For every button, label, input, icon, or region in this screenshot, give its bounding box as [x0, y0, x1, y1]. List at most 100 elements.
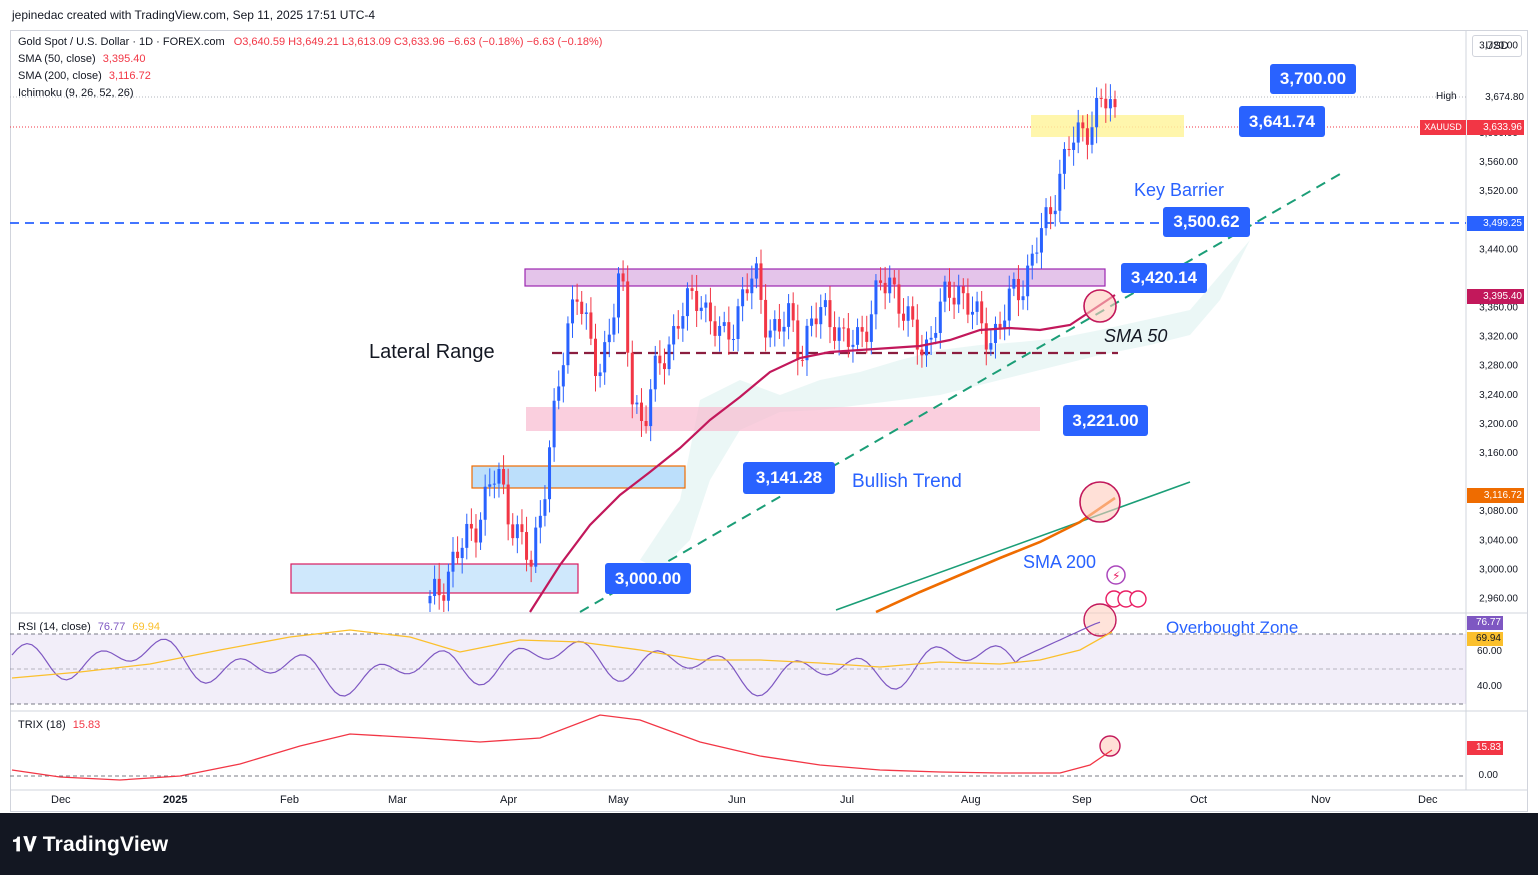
- candle-body: [938, 301, 942, 333]
- legend-sma200-label: SMA (200, close): [18, 70, 102, 82]
- candle-body: [759, 263, 763, 300]
- candle-body: [1081, 122, 1085, 129]
- candle-body: [626, 281, 630, 353]
- candle-body: [534, 527, 538, 567]
- top-zone: [1031, 115, 1184, 137]
- candle-body: [929, 337, 933, 340]
- candle-body: [580, 301, 584, 314]
- month-label: Dec: [51, 794, 71, 806]
- candle-body: [1090, 127, 1094, 145]
- footer-brand: TradingView: [42, 833, 169, 856]
- candle-body: [667, 344, 671, 370]
- candle-body: [552, 400, 556, 448]
- candlestick-series: [428, 83, 1117, 612]
- candle-body: [1007, 288, 1011, 321]
- candle-body: [782, 326, 786, 332]
- candle-body: [538, 515, 542, 528]
- candle-body: [630, 352, 634, 405]
- candle-body: [446, 571, 450, 601]
- candle-body: [1113, 99, 1117, 108]
- candle-body: [787, 303, 791, 327]
- callout-3500: 3,500.62: [1163, 207, 1250, 237]
- candle-body: [897, 284, 901, 314]
- candle-body: [437, 578, 441, 596]
- candle-body: [1053, 210, 1057, 215]
- candle-body: [823, 300, 827, 308]
- currency-label: USD: [1472, 35, 1522, 57]
- candle-body: [906, 306, 910, 321]
- candle-body: [915, 319, 919, 350]
- callout-3141: 3,141.28: [743, 462, 835, 494]
- candle-body: [934, 332, 938, 338]
- trix-zero-tick: 0.00: [1478, 770, 1498, 781]
- candle-body: [621, 273, 625, 282]
- candle-body: [984, 323, 988, 350]
- candle-body: [1021, 296, 1025, 301]
- candle-body: [837, 327, 841, 341]
- candle-body: [993, 323, 997, 344]
- last-price-tag: 3,633.96: [1467, 120, 1524, 135]
- month-label: Sep: [1072, 794, 1092, 806]
- trix-value-tag: 15.83: [1467, 741, 1503, 755]
- candle-body: [791, 303, 795, 321]
- candle-body: [768, 330, 772, 338]
- legend-trix-value: 15.83: [72, 719, 101, 731]
- candle-body: [1099, 97, 1103, 99]
- sma50-price-tag: 3,395.40: [1467, 289, 1524, 304]
- price-chart[interactable]: ⚡ 3,720.003,600.003,560.003,520.003,480.…: [0, 0, 1538, 813]
- tradingview-logo[interactable]: 𝟏𝐕 TradingView: [12, 833, 168, 857]
- candle-body: [598, 372, 602, 377]
- candle-body: [676, 326, 680, 329]
- ichimoku-cloud: [640, 240, 1250, 570]
- key-barrier-price-tag: 3,499.25: [1467, 216, 1524, 231]
- candle-body: [653, 355, 657, 390]
- candle-body: [708, 302, 712, 322]
- candle-body: [842, 327, 846, 329]
- candle-body: [428, 595, 432, 604]
- legend-rsi-value1: 76.77: [97, 621, 126, 633]
- price-tick-label: 3,160.00: [1479, 448, 1518, 459]
- high-label: High: [1436, 91, 1457, 102]
- candle-body: [810, 318, 814, 326]
- price-tick-label: 3,360.00: [1479, 302, 1518, 313]
- time-axis[interactable]: Dec 2025 Feb Mar Apr May Jun Jul Aug Sep Oct Nov Dec: [10, 792, 1466, 810]
- price-tick-label: 3,000.00: [1479, 564, 1518, 575]
- sma50-label: SMA 50: [1104, 326, 1168, 346]
- lateral-range-label: Lateral Range: [369, 341, 495, 363]
- high-value-tag: 3,674.80: [1468, 90, 1524, 105]
- price-axis[interactable]: 3,720.003,600.003,560.003,520.003,480.00…: [1479, 41, 1518, 605]
- candle-body: [874, 280, 878, 315]
- legend-trix-label: TRIX (18): [18, 719, 66, 731]
- legend-sma50-row: SMA (50, close) 3,395.40: [18, 53, 146, 65]
- tradingview-logo-icon: 𝟏𝐕: [12, 834, 37, 856]
- rsi-tick-60: 60.00: [1476, 646, 1502, 657]
- month-label: May: [608, 794, 629, 806]
- flag-events[interactable]: [1105, 590, 1147, 608]
- candle-body: [860, 327, 864, 332]
- event-icon[interactable]: [1106, 565, 1126, 585]
- candle-body: [883, 282, 887, 294]
- candle-body: [616, 273, 620, 318]
- candle-body: [571, 299, 575, 324]
- candle-body: [869, 314, 873, 342]
- candle-body: [548, 447, 552, 500]
- legend-sma50-value: 3,395.40: [102, 53, 146, 65]
- candle-body: [713, 321, 717, 336]
- candle-body: [557, 386, 561, 401]
- candle-body: [727, 322, 731, 340]
- candle-body: [718, 325, 722, 336]
- candle-body: [1026, 265, 1030, 297]
- legend-ohlc: O3,640.59 H3,649.21 L3,613.09 C3,633.96 …: [233, 36, 603, 48]
- candle-body: [750, 278, 754, 294]
- candle-body: [525, 532, 529, 560]
- candle-body: [511, 524, 515, 539]
- month-label: Apr: [500, 794, 518, 806]
- price-tick-label: 3,040.00: [1479, 535, 1518, 546]
- candle-body: [980, 301, 984, 324]
- candle-body: [1039, 228, 1043, 253]
- candle-body: [796, 320, 800, 360]
- candle-body: [690, 288, 694, 291]
- price-tick-label: 3,080.00: [1479, 506, 1518, 517]
- candle-body: [685, 288, 689, 317]
- candle-body: [695, 290, 699, 311]
